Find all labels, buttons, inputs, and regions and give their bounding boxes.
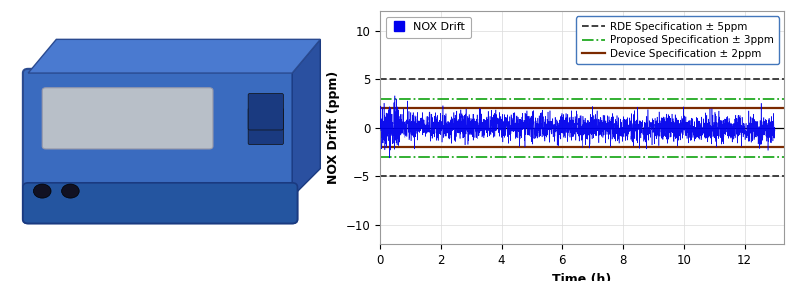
FancyBboxPatch shape [23,69,298,223]
Legend: RDE Specification ± 5ppm, Proposed Specification ± 3ppm, Device Specification ± : RDE Specification ± 5ppm, Proposed Speci… [576,17,778,64]
Polygon shape [28,39,320,73]
FancyBboxPatch shape [248,108,283,145]
Polygon shape [292,39,320,197]
Y-axis label: NOX Drift (ppm): NOX Drift (ppm) [327,71,340,185]
Circle shape [62,184,79,198]
FancyBboxPatch shape [248,94,283,130]
FancyBboxPatch shape [42,88,213,149]
Circle shape [34,184,51,198]
FancyBboxPatch shape [23,183,298,223]
X-axis label: Time (h): Time (h) [552,273,612,281]
